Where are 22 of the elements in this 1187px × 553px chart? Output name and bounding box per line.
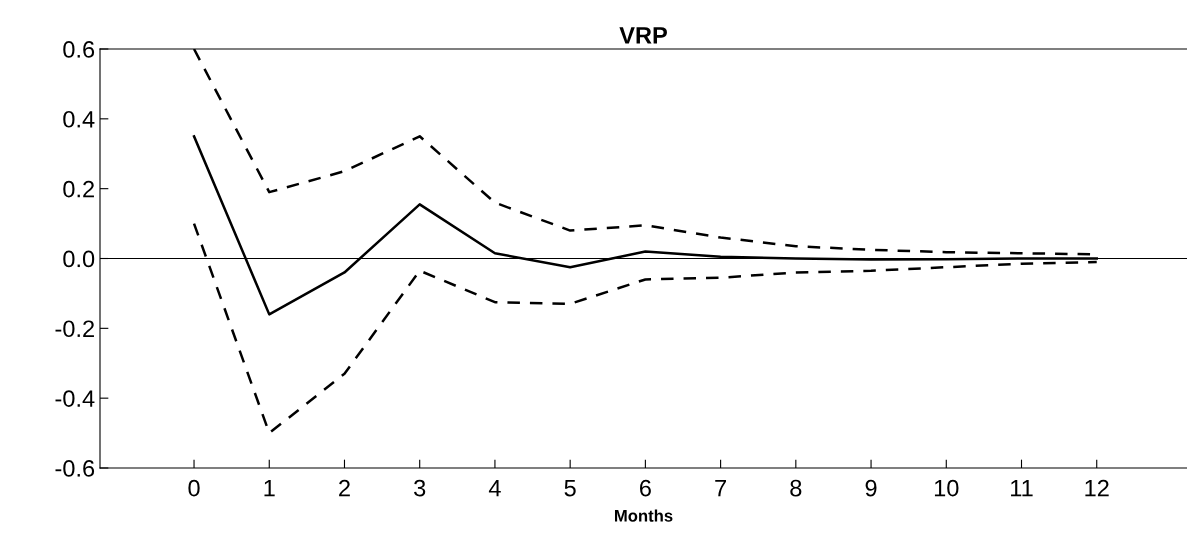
y-tick-label: 0.4	[63, 110, 95, 128]
x-tick-label: 7	[715, 479, 726, 497]
x-tick-label: 5	[564, 479, 576, 497]
x-tick-label: 9	[865, 479, 877, 497]
y-tick-label: -0.6	[55, 460, 95, 477]
x-tick-label: 10	[934, 479, 959, 497]
y-tick-label: 0.6	[63, 41, 95, 58]
x-tick-label: 12	[1085, 479, 1109, 497]
x-tick-label: 3	[414, 479, 426, 497]
chart-title: VRP	[619, 27, 667, 44]
x-tick-label: 1	[264, 479, 275, 497]
x-tick-label: 4	[488, 479, 501, 497]
x-tick-label: 6	[640, 479, 651, 497]
x-axis-title: Months	[614, 509, 673, 522]
y-tick-label: -0.4	[55, 390, 95, 407]
x-tick-label: 8	[790, 479, 802, 497]
y-tick-label: 0.2	[63, 180, 94, 198]
x-tick-label: 0	[188, 479, 200, 497]
x-tick-label: 11	[1011, 479, 1033, 497]
y-tick-label: 0.0	[63, 250, 95, 268]
y-tick-label: -0.2	[55, 320, 94, 338]
x-tick-label: 2	[339, 479, 350, 497]
